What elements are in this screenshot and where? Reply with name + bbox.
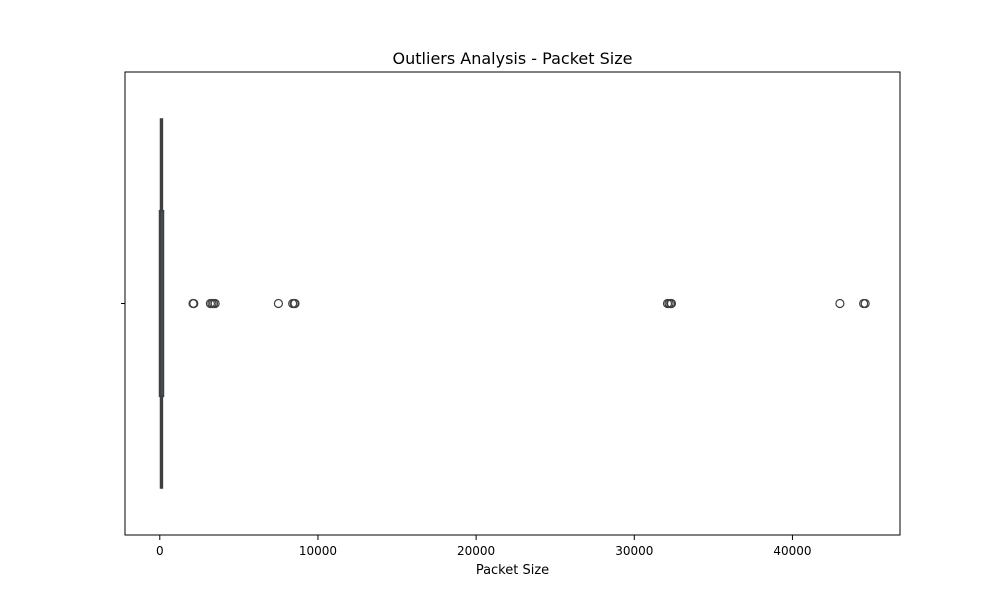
outlier-point — [666, 298, 677, 309]
outlier-point — [835, 298, 845, 309]
chart-title: Outliers Analysis - Packet Size — [393, 49, 633, 68]
x-tick-label: 40000 — [773, 544, 811, 558]
x-tick-label: 0 — [156, 544, 164, 558]
outlier-point — [273, 298, 284, 309]
x-tick-label: 30000 — [615, 544, 653, 558]
axes-frame — [124, 71, 901, 536]
outlier-point — [860, 298, 870, 309]
x-axis-label: Packet Size — [476, 563, 549, 578]
x-tick-label: 10000 — [299, 544, 337, 558]
outlier-point — [290, 298, 300, 309]
outlier-point — [210, 298, 220, 309]
plot-area — [124, 71, 901, 536]
outlier-point — [189, 298, 199, 309]
box-plot — [158, 118, 165, 489]
outliers — [188, 298, 870, 309]
x-axis: 0 10000 20000 30000 40000 — [156, 535, 812, 558]
x-tick-label: 20000 — [457, 544, 495, 558]
